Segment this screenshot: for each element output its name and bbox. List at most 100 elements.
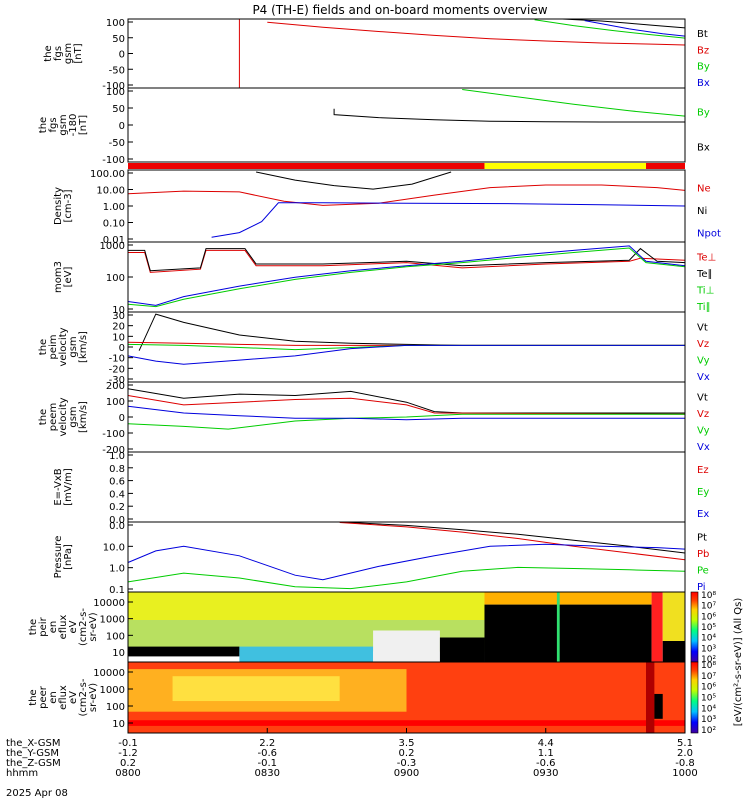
colorbar-tick-label: 10⁷ (701, 672, 716, 682)
x-tick-label: 3.5 (399, 738, 415, 749)
spectrogram-cell (484, 592, 652, 605)
panel-frame (127, 241, 686, 313)
legend-label: Te⊥ (696, 252, 716, 263)
y-axis-label-line: the (28, 619, 39, 635)
legend-label: Npot (697, 229, 721, 240)
series-line-Vt (127, 388, 685, 414)
y-tick-label: 0.2 (109, 502, 125, 513)
spectrogram-cell (239, 646, 374, 662)
y-axis-label-line: en (48, 691, 59, 704)
y-axis-label-line: [nPa] (63, 544, 74, 570)
legend-label: By (697, 108, 710, 119)
colorbar-tick-label: 10³ (701, 715, 716, 725)
y-axis-label-line: [mV/m] (63, 468, 74, 506)
y-tick-label: 0.01 (103, 235, 125, 246)
y-axis-label-line: -180 (68, 114, 79, 137)
legend-label: Ti∥ (696, 302, 711, 313)
y-axis-label-line: [km/s] (78, 401, 89, 433)
y-tick-label: 20 (112, 322, 125, 333)
panel-ion_spec: 10000 1000 100 10 the peir en eflux eV (cm2-s-sr-… (28, 591, 686, 663)
colorbar-tick-label: 10⁸ (701, 661, 716, 671)
figure-title: P4 (TH-E) fields and on-board moments ov… (252, 3, 547, 17)
y-tick-label: 100 (106, 273, 125, 284)
legend-label: Vx (697, 372, 710, 383)
y-tick-label: 0 (119, 343, 125, 354)
y-axis-label-line: [eV] (63, 267, 74, 288)
x-row-label: the_X-GSM (6, 738, 60, 749)
y-tick-label: 0.0 (109, 515, 125, 526)
y-tick-label: -50 (109, 138, 125, 149)
y-axis-label: the fgs gsm -180 [nT] (38, 114, 89, 137)
panel-pressure: 0.0 10.0 1.0 0.1 Pressure [nPa] Pt Pb Pe Pi (53, 521, 709, 596)
x-tick-label: 5.1 (677, 738, 693, 749)
legend-label: Ex (697, 509, 709, 520)
legend-label: Te∥ (696, 269, 713, 280)
series-line-Pt (339, 521, 686, 554)
series-line-Vx (127, 405, 685, 421)
legend-label: Ez (697, 465, 709, 476)
spectrogram-cell (651, 592, 663, 662)
colorbar-tick-label: 10⁷ (701, 602, 716, 612)
series-line-Vx (127, 344, 685, 365)
y-axis-label-line: eflux (58, 615, 69, 640)
y-tick-label: 0.6 (109, 477, 125, 488)
x-row-label: the_Y-GSM (6, 748, 59, 759)
panel-fgs: 100 50 0 -50 -100 the fgs gsm [nT] Bt Bz By Bx (43, 18, 710, 92)
mode-segment (646, 163, 685, 169)
mode-segment (128, 163, 485, 169)
spectrogram-cell (662, 641, 685, 662)
series-line-Ti⊥ (127, 245, 686, 306)
y-axis-label-line: peir (38, 616, 49, 636)
legend-label: Ni (697, 206, 707, 217)
y-axis-label-line: fgs (48, 117, 59, 132)
x-tick-label: 0800 (115, 768, 140, 779)
y-axis-label-line: the (38, 409, 49, 425)
y-tick-label: 10000 (93, 668, 125, 679)
series-line-Bx (333, 108, 685, 123)
y-tick-label: 50 (112, 104, 125, 115)
series-line-Pi (127, 543, 686, 581)
y-tick-label: 0.1 (109, 585, 125, 596)
panel-frame (127, 451, 686, 523)
y-tick-label: 100 (106, 631, 125, 642)
colorbar-tick-label: 10⁸ (701, 591, 716, 601)
series-line-Te⊥ (128, 249, 686, 273)
series-line-Ti∥ (127, 247, 686, 308)
spectrogram-cell (128, 720, 685, 726)
y-tick-label: 10 (112, 305, 125, 316)
x-row-label: hhmm (6, 768, 38, 779)
y-tick-label: 10 (112, 648, 125, 659)
series-line-Te∥ (128, 247, 686, 272)
y-tick-label: 1.0 (109, 451, 125, 462)
x-tick-label: -0.1 (257, 758, 277, 769)
legend-label: Bx (697, 143, 710, 154)
colorbar-tick-label: 10³ (701, 644, 716, 654)
panel-frame (127, 169, 686, 243)
y-tick-label: 0.10 (103, 219, 125, 230)
y-tick-label: 100.00 (90, 169, 125, 180)
x-tick-label: 0900 (394, 768, 419, 779)
y-tick-label: 50 (112, 34, 125, 45)
y-axis-label-line: E=-VxB (53, 468, 64, 505)
y-tick-label: 1000 (100, 685, 125, 696)
y-tick-label: 10000 (93, 598, 125, 609)
x-tick-label: 4.4 (538, 738, 554, 749)
x-row-label: the_Z-GSM (6, 758, 61, 769)
y-axis-label-line: gsm (58, 114, 69, 135)
series-line-Vy (127, 413, 685, 430)
y-axis-label-line: peem (48, 403, 59, 431)
colorbar-tick-label: 10⁵ (701, 694, 716, 704)
y-axis-label-line: [nT] (73, 43, 84, 63)
y-axis-label-line: the (28, 689, 39, 705)
legend-label: Ey (697, 487, 709, 498)
y-axis-label: the peem velocity gsm [km/s] (38, 397, 89, 436)
y-axis-label-line: fgs (53, 46, 64, 61)
spectrogram-cell (654, 693, 663, 719)
series-line-By (534, 19, 686, 39)
legend-label: By (697, 62, 710, 73)
series-line-Npot (211, 202, 686, 238)
colorbar-tick-label: 10² (701, 655, 716, 665)
y-axis-label-line: velocity (58, 327, 69, 366)
